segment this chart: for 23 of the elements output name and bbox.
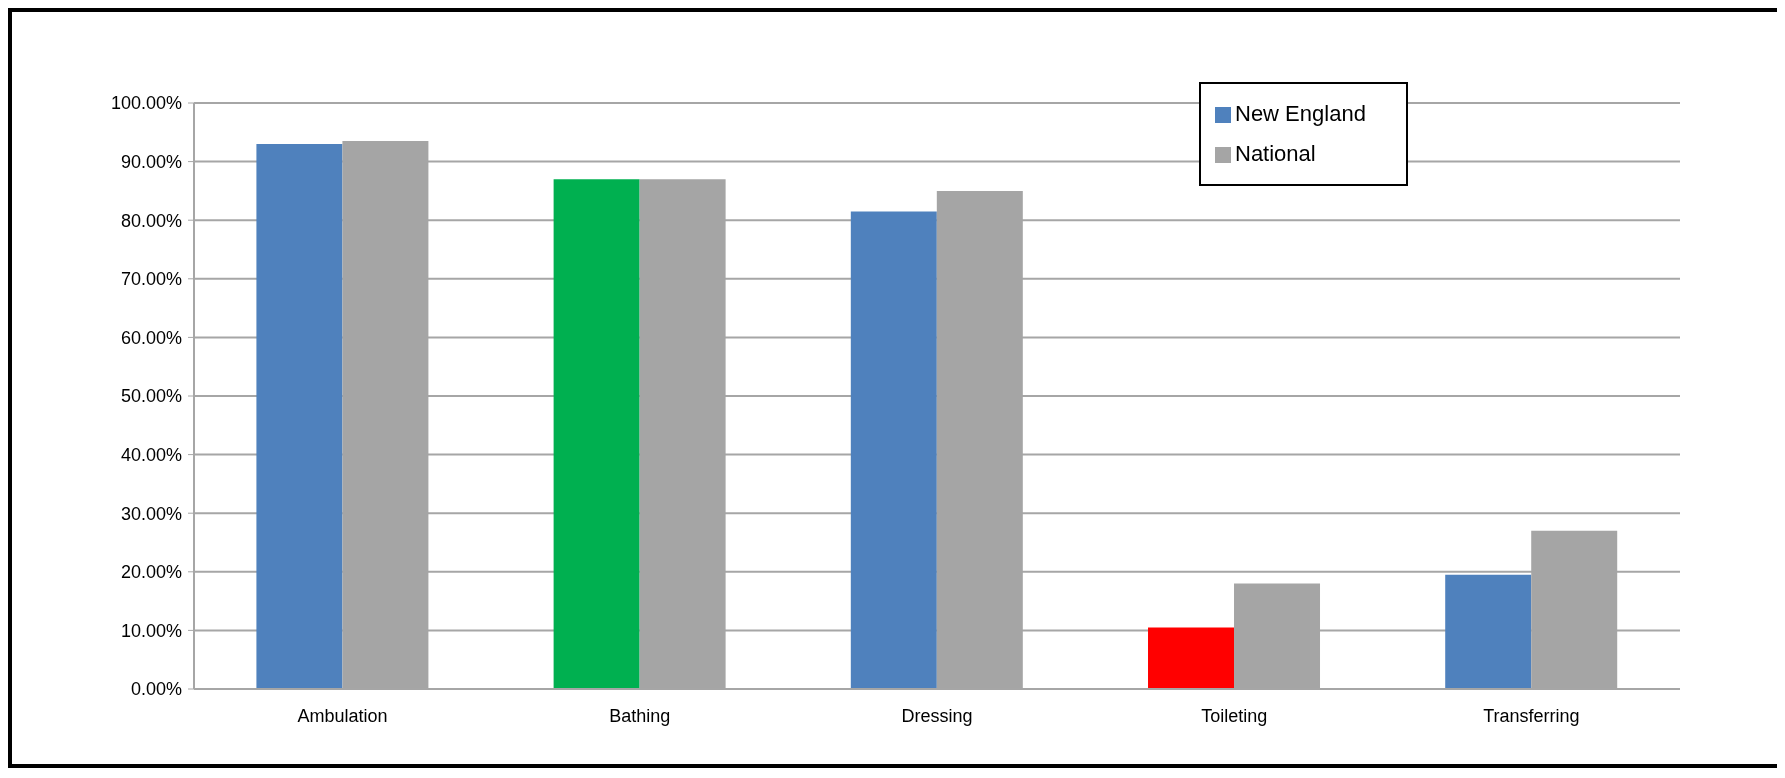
bar: [850, 211, 937, 689]
y-tick-label: 60.00%: [120, 327, 182, 348]
x-tick-label: Bathing: [609, 705, 671, 726]
y-tick-label: 80.00%: [120, 210, 182, 231]
y-tick-label: 30.00%: [120, 503, 182, 524]
legend-label: National: [1235, 141, 1316, 166]
x-tick-label: Ambulation: [297, 705, 388, 726]
y-tick-label: 90.00%: [120, 151, 182, 172]
x-tick-label: Toileting: [1201, 705, 1268, 726]
y-tick-label: 20.00%: [120, 562, 182, 583]
bar: [1445, 574, 1532, 689]
x-tick-label: Dressing: [901, 705, 973, 726]
y-tick-label: 10.00%: [120, 620, 182, 641]
y-tick-label: 100.00%: [110, 93, 182, 114]
bar: [553, 179, 640, 689]
legend-label: New England: [1235, 101, 1366, 126]
y-tick-label: 50.00%: [120, 386, 182, 407]
y-tick-label: 40.00%: [120, 444, 182, 465]
y-tick-label: 0.00%: [130, 679, 182, 700]
bar: [256, 144, 343, 689]
y-tick-label: 70.00%: [120, 269, 182, 290]
x-tick-label: Transferring: [1483, 705, 1580, 726]
bar: [1148, 627, 1235, 689]
